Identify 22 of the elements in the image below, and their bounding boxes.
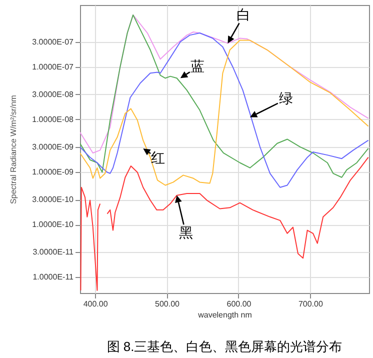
annotation: 红 [151,149,166,166]
x-tick-label: 600.00 [226,300,252,308]
annotation: 蓝 [190,58,204,74]
y-tick-label: 1.0000E-07 [32,62,74,72]
y-tick-label: 3.0000E-08 [32,90,74,99]
y-tick-label: 3.0000E-10 [32,195,74,204]
y-tick-label: 3.0000E-11 [32,248,74,257]
x-tick-label: 700.00 [298,300,324,308]
y-tick-label: 1.0000E-09 [32,168,74,177]
y-tick-label: 1.0000E-11 [32,272,74,282]
y-tick-label: 1.0000E-08 [32,114,74,124]
annotation: 黑 [178,224,193,240]
text: 图 8.三基色、白色、黑色屏幕的光谱分布 [106,339,342,354]
x-tick-label: 400.00 [83,300,108,308]
annotation: 绿 [278,90,293,106]
x-tick-label: 500.00 [155,300,180,308]
y-tick-label: 1.0000E-10 [32,220,74,230]
annotation: 白 [236,6,251,22]
y-tick-label: 3.0000E-09 [32,142,74,152]
y-axis-title: Spectral Radiance W/m²/sr/nm [9,94,18,204]
x-axis-title: wavelength nm [197,310,252,320]
y-tick-label: 3.0000E-07 [32,37,74,46]
